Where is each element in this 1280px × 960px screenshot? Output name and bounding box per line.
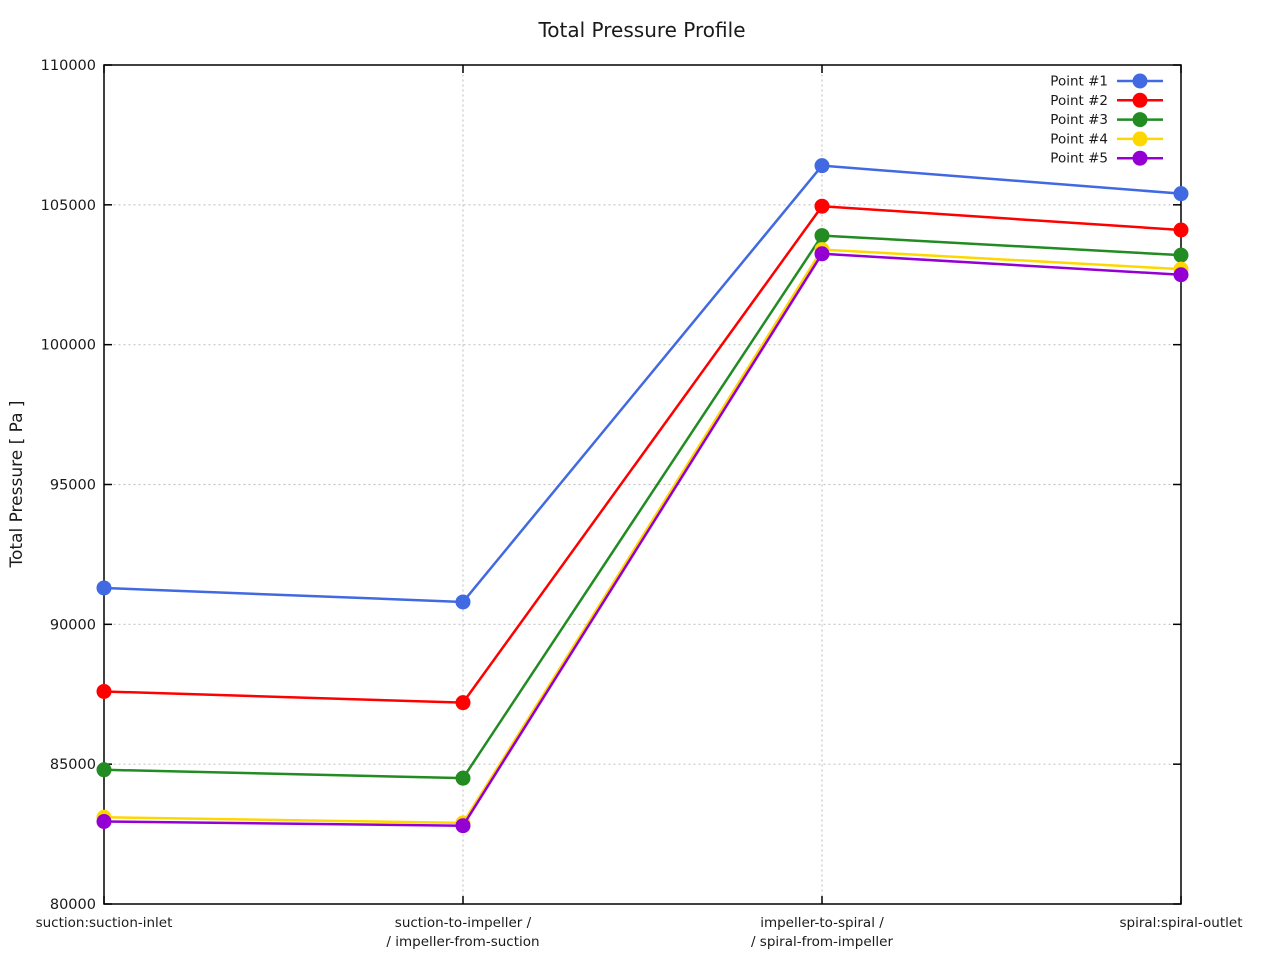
series-line	[103, 164, 1182, 604]
x-tick-label: suction:suction-inlet	[36, 915, 173, 931]
x-tick-label: suction-to-impeller /	[395, 915, 532, 931]
y-tick-label: 105000	[41, 198, 96, 214]
data-point	[455, 770, 471, 786]
legend-marker	[1132, 131, 1148, 147]
legend-marker	[1132, 92, 1148, 108]
legend-label: Point #1	[1050, 74, 1108, 90]
series-line	[103, 248, 1182, 825]
series-2	[96, 198, 1189, 711]
series	[96, 158, 1189, 834]
data-point	[1173, 247, 1189, 263]
y-tick-label: 95000	[50, 478, 96, 494]
data-point	[814, 246, 830, 262]
legend-label: Point #4	[1050, 131, 1108, 147]
legend-item: Point #4	[1050, 131, 1163, 147]
data-point	[96, 580, 112, 596]
x-tick-label: / impeller-from-suction	[386, 934, 539, 950]
data-point	[814, 198, 830, 214]
data-point	[814, 158, 830, 174]
legend-label: Point #2	[1050, 93, 1108, 109]
y-tick-labels: 80000 85000 90000 95000 100000 105000 110000	[41, 58, 96, 913]
x-tick-labels: suction:suction-inlet suction-to-impeller…	[36, 915, 1243, 950]
chart-title: Total Pressure Profile	[537, 18, 745, 42]
legend-marker	[1132, 73, 1148, 89]
data-point	[455, 695, 471, 711]
series-5	[96, 246, 1189, 834]
y-axis-label: Total Pressure [ Pa ]	[7, 400, 27, 568]
data-point	[96, 762, 112, 778]
data-point	[1173, 267, 1189, 283]
legend-item: Point #2	[1050, 92, 1163, 109]
axis-ticks	[103, 64, 1182, 905]
y-tick-label: 100000	[41, 338, 96, 354]
data-point	[96, 813, 112, 829]
y-tick-label: 110000	[41, 58, 96, 74]
series-line	[103, 204, 1182, 704]
data-point	[455, 594, 471, 610]
y-tick-label: 90000	[50, 617, 96, 633]
legend: Point #1 Point #2 Point #3 Point #4 Point #5	[1050, 73, 1163, 167]
x-tick-label: / spiral-from-impeller	[751, 934, 894, 950]
data-point	[1173, 222, 1189, 238]
series-line	[103, 234, 1182, 780]
y-tick-label: 85000	[50, 757, 96, 773]
x-tick-label: impeller-to-spiral /	[760, 915, 884, 931]
data-point	[455, 818, 471, 834]
legend-label: Point #3	[1050, 112, 1108, 128]
legend-label: Point #5	[1050, 151, 1108, 167]
series-line	[103, 252, 1182, 827]
series-1	[96, 158, 1189, 610]
data-point	[1173, 186, 1189, 202]
series-4	[96, 242, 1189, 831]
x-tick-label: spiral:spiral-outlet	[1120, 915, 1243, 931]
legend-item: Point #1	[1050, 73, 1163, 90]
series-3	[96, 228, 1189, 786]
legend-marker	[1132, 112, 1148, 128]
legend-marker	[1132, 150, 1148, 166]
data-point	[96, 683, 112, 699]
legend-item: Point #3	[1050, 112, 1163, 128]
data-point	[814, 228, 830, 244]
y-tick-label: 80000	[50, 897, 96, 913]
legend-item: Point #5	[1050, 150, 1163, 167]
gridlines	[103, 64, 1182, 905]
